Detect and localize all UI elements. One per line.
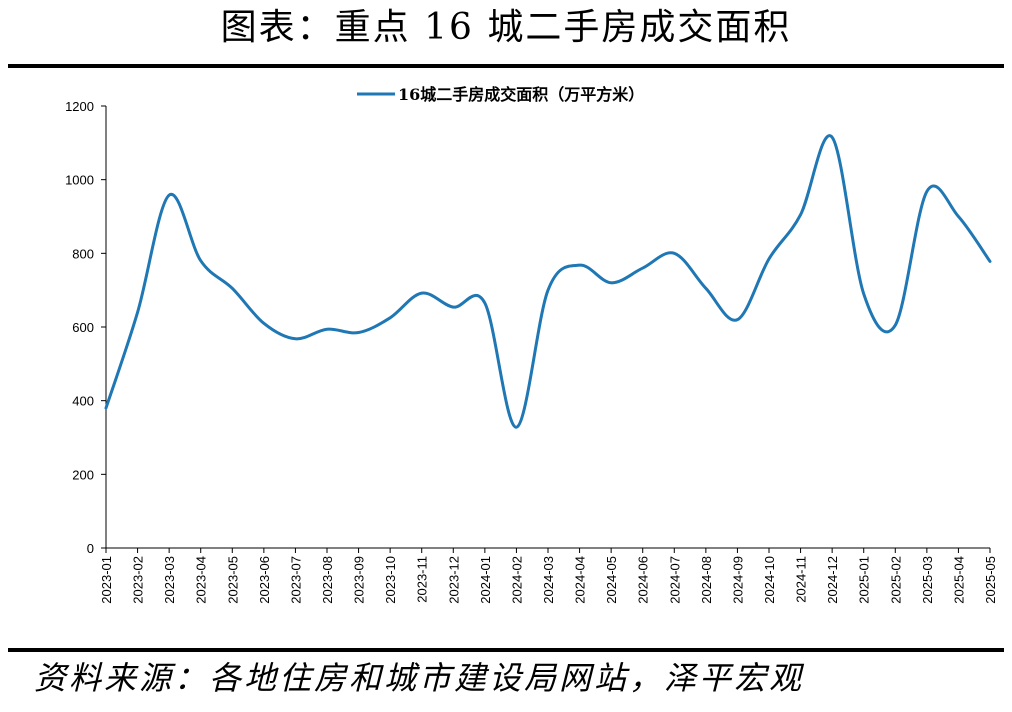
x-tick-label: 2025-05 — [983, 556, 998, 604]
line-chart: 16城二手房成交面积（万平方米） 0 200 400 600 800 1000 1200 2… — [65, 85, 998, 604]
x-tick-label: 2023-01 — [99, 556, 114, 604]
x-tick-label: 2024-12 — [825, 556, 840, 604]
x-tick-label: 2023-10 — [383, 556, 398, 604]
x-tick-label: 2023-12 — [446, 556, 461, 604]
data-point — [925, 189, 929, 193]
x-tick-label: 2024-07 — [667, 556, 682, 604]
data-point — [262, 321, 266, 325]
x-tick-label: 2024-01 — [478, 556, 493, 604]
data-point — [136, 310, 140, 314]
data-point — [420, 291, 424, 295]
x-tick-label: 2023-06 — [257, 556, 272, 604]
data-point — [988, 259, 992, 263]
data-point — [641, 266, 645, 270]
x-tick-label: 2023-04 — [194, 556, 209, 604]
x-tick-label: 2025-01 — [857, 556, 872, 604]
x-tick-label: 2023-02 — [131, 556, 146, 604]
data-point — [862, 292, 866, 296]
x-tick-label: 2024-09 — [730, 556, 745, 604]
data-point — [735, 318, 739, 322]
x-tick-label: 2023-11 — [415, 556, 430, 603]
data-point — [704, 286, 708, 290]
data-point — [357, 331, 361, 335]
chart-legend: 16城二手房成交面积（万平方米） — [357, 85, 644, 104]
page-title: 图表：重点 16 城二手房成交面积 — [220, 7, 792, 48]
y-tick-label: 600 — [72, 320, 94, 335]
data-point — [609, 281, 613, 285]
x-tick-label: 2024-04 — [573, 556, 588, 604]
x-tick-label: 2023-07 — [288, 556, 303, 604]
top-divider — [8, 64, 1004, 68]
x-tick-label: 2025-02 — [888, 556, 903, 604]
data-point — [104, 406, 108, 410]
y-tick-label: 200 — [72, 467, 94, 482]
series-line — [104, 134, 992, 429]
data-point — [767, 257, 771, 261]
y-tick-label: 400 — [72, 394, 94, 409]
x-tick-label: 2023-08 — [320, 556, 335, 604]
data-point — [799, 213, 803, 217]
data-point — [514, 425, 518, 429]
x-tick-label: 2024-05 — [604, 556, 619, 604]
y-axis-ticks: 0 200 400 600 800 1000 1200 — [65, 99, 106, 556]
x-tick-label: 2023-03 — [162, 556, 177, 604]
data-point — [830, 135, 834, 139]
x-axis-ticks: 2023-01 2023-02 2023-03 2023-04 2023-05 2023-… — [99, 548, 998, 604]
data-points — [104, 135, 992, 429]
data-point — [578, 263, 582, 267]
source-note: 资料来源：各地住房和城市建设局网站，泽平宏观 — [34, 659, 805, 697]
data-point — [388, 316, 392, 320]
x-tick-label: 2023-09 — [352, 556, 367, 604]
x-tick-label: 2023-05 — [225, 556, 240, 604]
data-point — [199, 259, 203, 263]
x-tick-label: 2025-03 — [920, 556, 935, 604]
x-tick-label: 2024-02 — [509, 556, 524, 604]
x-tick-label: 2024-10 — [762, 556, 777, 604]
bottom-divider — [8, 648, 1004, 652]
y-tick-label: 1200 — [65, 99, 94, 114]
data-point — [546, 288, 550, 292]
x-tick-label: 2024-08 — [699, 556, 714, 604]
data-point — [893, 323, 897, 327]
data-point — [483, 301, 487, 305]
x-tick-label: 2024-03 — [541, 556, 556, 604]
data-point — [293, 337, 297, 341]
data-point — [451, 305, 455, 309]
x-tick-label: 2024-06 — [636, 556, 651, 604]
data-point — [325, 327, 329, 331]
data-point — [230, 286, 234, 290]
y-tick-label: 1000 — [65, 173, 94, 188]
data-point — [672, 251, 676, 255]
x-tick-label: 2025-04 — [951, 556, 966, 604]
data-point — [167, 193, 171, 197]
legend-label: 16城二手房成交面积（万平方米） — [398, 85, 644, 104]
data-point — [956, 215, 960, 219]
chart-axes — [105, 106, 990, 549]
x-tick-label: 2024-11 — [794, 556, 809, 603]
y-tick-label: 0 — [87, 541, 94, 556]
y-tick-label: 800 — [72, 246, 94, 261]
